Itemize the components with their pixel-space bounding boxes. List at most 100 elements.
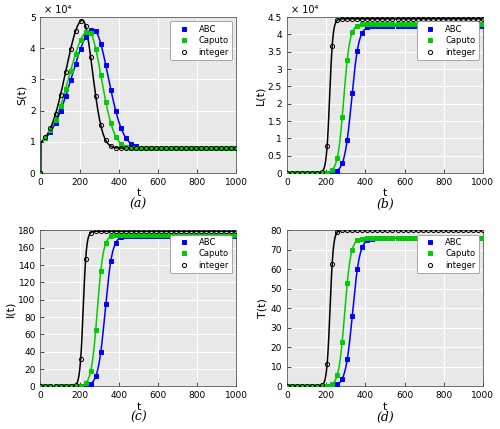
- Caputo: [138, 232, 144, 237]
- integer: [304, 384, 310, 389]
- ABC: [434, 23, 440, 28]
- ABC: [78, 46, 84, 51]
- Caputo: [360, 22, 366, 27]
- integer: [128, 145, 134, 151]
- integer: [424, 228, 430, 233]
- Caputo: [38, 384, 44, 389]
- integer: [138, 229, 144, 234]
- integer: [414, 228, 420, 233]
- Caputo: [194, 145, 200, 151]
- ABC: [370, 236, 376, 241]
- ABC: [214, 233, 220, 238]
- Caputo: [480, 236, 486, 241]
- ABC: [42, 136, 48, 141]
- Caputo: [404, 21, 410, 27]
- ABC: [143, 145, 149, 151]
- integer: [360, 228, 366, 233]
- integer: [404, 228, 410, 233]
- integer: [173, 229, 179, 234]
- Caputo: [354, 23, 360, 28]
- ABC: [360, 30, 366, 35]
- integer: [62, 384, 68, 389]
- ABC: [148, 233, 154, 238]
- ABC: [304, 384, 310, 389]
- ABC: [98, 350, 104, 355]
- Caputo: [72, 384, 78, 389]
- integer: [168, 145, 174, 151]
- Caputo: [380, 236, 386, 241]
- Caputo: [228, 232, 234, 237]
- Caputo: [434, 21, 440, 27]
- Caputo: [384, 21, 390, 27]
- integer: [344, 16, 350, 21]
- integer: [188, 145, 194, 151]
- Y-axis label: I(t): I(t): [6, 300, 16, 317]
- ABC: [380, 236, 386, 241]
- ABC: [168, 145, 174, 151]
- Caputo: [324, 170, 330, 175]
- Caputo: [123, 232, 129, 237]
- Caputo: [390, 21, 396, 27]
- integer: [148, 229, 154, 234]
- ABC: [440, 23, 446, 28]
- Caputo: [314, 171, 320, 176]
- ABC: [470, 236, 476, 241]
- ABC: [68, 384, 73, 389]
- integer: [148, 145, 154, 151]
- ABC: [214, 145, 220, 151]
- ABC: [92, 374, 98, 379]
- Caputo: [334, 373, 340, 378]
- ABC: [48, 384, 54, 389]
- Caputo: [370, 21, 376, 27]
- integer: [434, 16, 440, 21]
- integer: [284, 171, 290, 176]
- ABC: [420, 23, 426, 28]
- Caputo: [294, 171, 300, 176]
- integer: [445, 16, 451, 21]
- ABC: [68, 78, 73, 83]
- Caputo: [234, 232, 239, 237]
- integer: [38, 384, 44, 389]
- Caputo: [319, 384, 325, 389]
- ABC: [118, 125, 124, 130]
- ABC: [78, 384, 84, 389]
- Caputo: [465, 236, 471, 241]
- integer: [218, 229, 224, 234]
- integer: [72, 382, 78, 387]
- integer: [370, 228, 376, 233]
- ABC: [62, 384, 68, 389]
- X-axis label: t: t: [136, 402, 140, 412]
- ABC: [480, 236, 486, 241]
- Caputo: [108, 234, 114, 239]
- Line: integer: integer: [38, 229, 238, 389]
- Caputo: [178, 145, 184, 151]
- X-axis label: t: t: [382, 188, 387, 198]
- Caputo: [430, 236, 436, 241]
- Caputo: [309, 171, 315, 176]
- Caputo: [204, 232, 210, 237]
- integer: [460, 228, 466, 233]
- integer: [178, 145, 184, 151]
- Caputo: [339, 115, 345, 120]
- Caputo: [374, 236, 380, 241]
- Line: ABC: ABC: [285, 24, 485, 175]
- ABC: [450, 23, 456, 28]
- integer: [58, 384, 64, 389]
- Caputo: [465, 21, 471, 27]
- ABC: [344, 357, 350, 362]
- integer: [113, 229, 119, 234]
- integer: [450, 228, 456, 233]
- ABC: [414, 23, 420, 28]
- integer: [339, 16, 345, 21]
- Caputo: [42, 135, 48, 140]
- ABC: [108, 87, 114, 92]
- ABC: [163, 233, 169, 238]
- integer: [450, 16, 456, 21]
- integer: [113, 145, 119, 150]
- ABC: [72, 384, 78, 389]
- integer: [364, 228, 370, 233]
- Caputo: [103, 241, 109, 246]
- Legend: ABC, Caputo, integer: ABC, Caputo, integer: [416, 21, 479, 60]
- integer: [82, 24, 88, 29]
- Caputo: [78, 37, 84, 42]
